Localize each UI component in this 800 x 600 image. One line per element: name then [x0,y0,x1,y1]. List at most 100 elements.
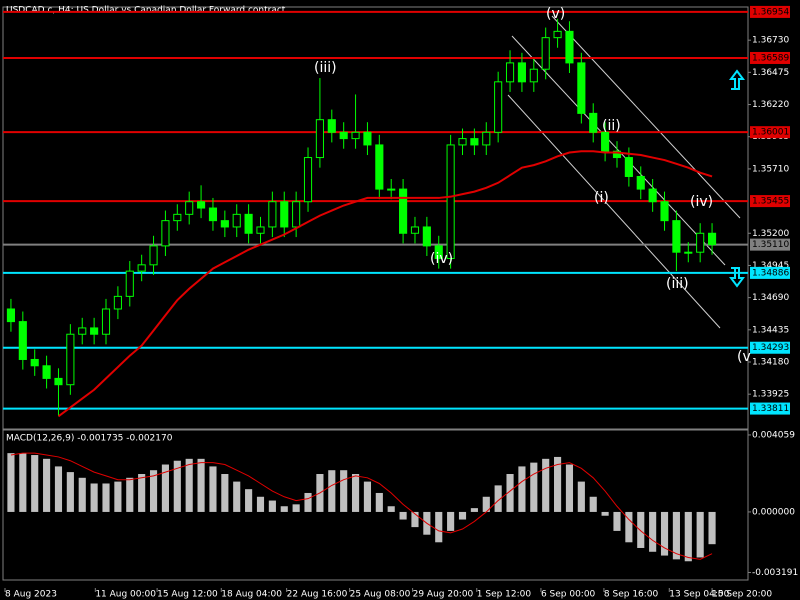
candle-body [18,321,27,360]
signal-line [10,452,713,560]
candle-body [648,188,657,203]
level-label: 1.34293 [752,343,789,353]
main-frame [2,6,749,430]
candle-body [399,188,408,234]
candle-body [410,226,420,234]
candle-body [434,245,443,260]
histogram-bar [363,481,372,512]
up-arrow [729,69,745,90]
histogram-bar [625,511,633,543]
level-label: 1.33811 [752,404,789,414]
candle-body [232,213,241,228]
level-box [750,238,790,251]
histogram-bar [328,470,336,512]
candle-body [387,188,396,191]
level-box [750,266,790,279]
histogram-bar [577,481,585,512]
level-box [750,195,790,208]
histogram-bar [447,511,455,531]
histogram-bar [114,481,122,512]
y-tick-label: 1.36475 [752,68,789,78]
x-tick-label: 18 Aug 04:00 [221,590,282,600]
x-tick-label: 6 Sep 00:00 [541,590,596,600]
histogram-bar [66,472,74,512]
candle-body [529,68,538,83]
histogram-bar [340,470,348,512]
histogram-bar [268,500,276,512]
histogram-bar [209,466,217,512]
x-tick-label: 1 Sep 12:00 [477,590,532,600]
candle-body [660,201,669,222]
candle-body [113,295,122,310]
candle-body [315,119,324,159]
y-tick-label: 0.000000 [752,507,795,517]
histogram-bar [292,504,300,512]
histogram-bar [19,453,27,512]
level-label: 1.34886 [752,268,789,278]
histogram-bar [494,485,502,512]
y-tick-label: 1.36220 [752,100,789,110]
candle-body [125,270,134,297]
level-label: 1.35455 [752,197,789,207]
candle-body [149,245,158,266]
histogram-bar [542,458,550,512]
candle-body [173,213,182,222]
histogram-bar [126,477,134,512]
channel-line [551,15,741,219]
candle-body [30,358,39,367]
y-tick-label: 1.34690 [752,293,789,303]
x-tick-label: 25 Aug 08:00 [350,590,411,600]
candle-body [375,144,384,190]
histogram-bar [458,511,467,520]
channel-line [511,35,726,266]
y-tick-label: 1.34435 [752,325,789,335]
wave-label: (iii) [314,60,337,76]
candle-body [612,150,622,159]
histogram-bar [506,474,514,512]
histogram-bar [90,483,98,512]
wave-label: (iv) [430,251,453,267]
candle-body [161,220,170,247]
histogram-bar [43,458,51,512]
candle-body [185,201,194,215]
histogram-bar [138,474,146,512]
candle-body [672,220,681,253]
level-box [750,5,790,18]
x-tick-label: 29 Aug 20:00 [413,590,474,600]
candle-body [517,62,526,83]
candle-body [577,62,586,114]
histogram-bar [660,511,669,556]
candle-body [327,119,336,133]
histogram-bar [197,458,205,512]
level-label: 1.36954 [752,7,789,17]
candle-body [363,131,372,146]
x-tick-label: 13 Sep 04:00 [669,590,729,600]
level-label: 1.36589 [752,53,789,63]
histogram-bar [161,464,169,512]
histogram-bar [280,506,288,512]
histogram-bar [149,470,158,512]
moving-average [57,150,713,418]
histogram-bar [470,508,478,512]
histogram-bar [245,489,253,512]
wave-label: (i) [594,190,609,206]
candle-body [54,377,63,386]
histogram-bar [78,477,86,512]
candle-body [292,201,301,228]
histogram-bar [304,492,312,512]
histogram-bar [482,496,490,512]
y-tick-label: 1.33925 [752,390,789,400]
candle-body [446,144,455,260]
candle-body [553,30,562,39]
macd-title: MACD(12,26,9) -0.001735 -0.002170 [6,434,173,444]
candle-body [220,220,229,228]
histogram-bar [530,462,538,512]
candle-body [624,157,633,177]
wave-label: (iv) [690,194,713,210]
level-box [750,126,790,139]
candle-body [684,251,693,254]
histogram-bar [233,481,241,512]
histogram-bar [185,458,193,512]
level-box [750,51,790,64]
y-tick-label: 1.36730 [752,36,789,46]
